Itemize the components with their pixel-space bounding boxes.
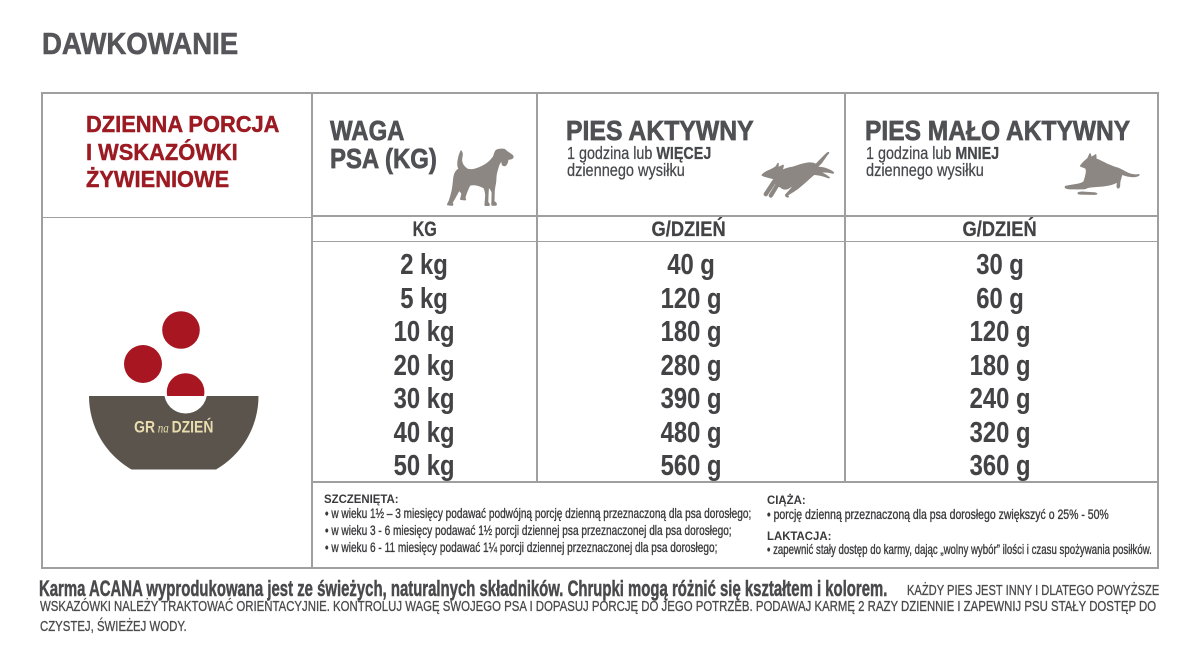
svg-text:GR na DZIEŃ: GR na DZIEŃ <box>134 418 213 437</box>
